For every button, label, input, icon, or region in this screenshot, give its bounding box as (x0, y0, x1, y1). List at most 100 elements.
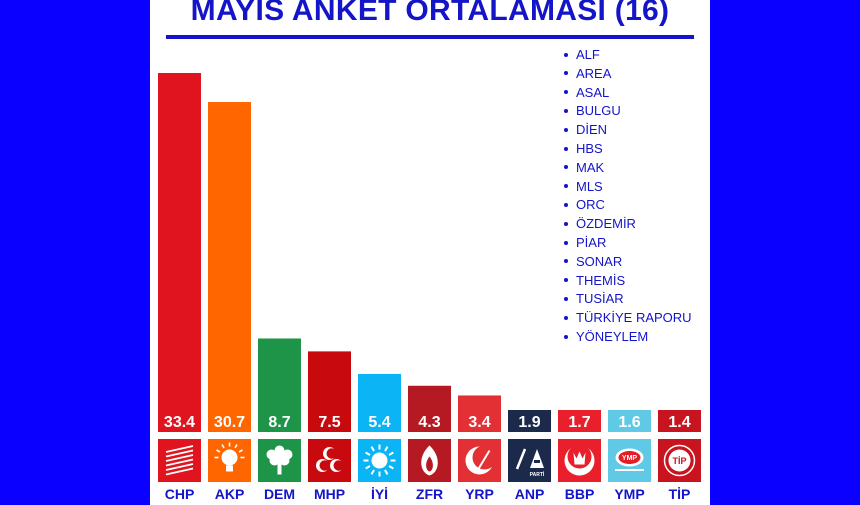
category-label: DEM (264, 486, 295, 502)
bullet-icon (564, 165, 568, 170)
bar-value-label: 1.6 (618, 414, 640, 431)
pollster-name: SONAR (576, 253, 623, 269)
bbp-tulip-crescent-icon (558, 439, 601, 482)
bar-bbp (558, 410, 601, 432)
category-label: BBP (565, 486, 595, 502)
pollster-item: AREA (564, 65, 692, 84)
pollster-item: PİAR (564, 234, 692, 253)
bar-chp (158, 73, 201, 432)
bar-ymp (608, 410, 651, 432)
bullet-icon (564, 334, 568, 339)
pollster-name: TUSİAR (576, 291, 624, 307)
bar-value-label: 3.4 (468, 414, 490, 431)
chart-title: MAYIS ANKET ORTALAMASI (16) (190, 0, 670, 27)
bar-value-label: 8.7 (268, 414, 290, 431)
akp-lightbulb-icon (208, 439, 251, 482)
category-label: YMP (614, 486, 644, 502)
pollster-item: THEMİS (564, 272, 692, 291)
pollster-name: ALF (576, 47, 600, 62)
pollster-name: MLS (576, 178, 603, 194)
pollster-name: ÖZDEMİR (576, 216, 636, 232)
pollster-item: TÜRKİYE RAPORU (564, 309, 692, 328)
bullet-icon (564, 278, 568, 283)
bullet-icon (564, 202, 568, 207)
category-label: AKP (215, 486, 245, 502)
yrp-crescent-wheat-icon (458, 439, 501, 482)
anp-pen-a-icon: PARTİ (508, 439, 551, 482)
logo-text: PARTİ (530, 471, 545, 478)
category-label: TİP (669, 486, 691, 502)
pollster-name: ORC (576, 197, 605, 213)
pollster-name: ASAL (576, 84, 610, 100)
chp-six-arrows-icon (158, 439, 201, 482)
bar-value-label: 5.4 (368, 414, 390, 431)
pollster-name: PİAR (576, 234, 607, 250)
category-label: CHP (165, 486, 195, 502)
pollster-item: ASAL (564, 84, 692, 103)
pollster-item: MAK (564, 159, 692, 178)
bar-value-label: 4.3 (418, 414, 440, 431)
bullet-icon (564, 71, 568, 76)
bar-ti̇p (658, 410, 701, 432)
bullet-icon (564, 127, 568, 132)
pollster-name: TÜRKİYE RAPORU (576, 310, 692, 326)
bar-value-label: 30.7 (214, 414, 245, 431)
pollster-name: BULGU (576, 103, 621, 119)
pollster-item: ORC (564, 196, 692, 215)
bar-zfr (408, 385, 451, 432)
pollster-name: MAK (576, 159, 605, 175)
bar-mhp (308, 351, 351, 432)
bullet-icon (564, 146, 568, 151)
pollster-item: HBS (564, 140, 692, 159)
bullet-icon (564, 108, 568, 113)
tip-circle-icon: TİP (658, 439, 701, 482)
bar-value-label: 33.4 (164, 414, 195, 431)
ymp-emblem-icon: YMP (608, 439, 651, 482)
category-label: YRP (465, 486, 494, 502)
bullet-icon (564, 259, 568, 264)
category-label: İYİ (371, 486, 388, 502)
logo-text: TİP (672, 456, 686, 466)
logo-text: YMP (622, 455, 638, 462)
bar-i̇yi̇ (358, 373, 401, 432)
bar-yrp (458, 395, 501, 432)
title-underline (166, 35, 694, 39)
bullet-icon (564, 90, 568, 95)
bar-value-label: 7.5 (318, 414, 340, 431)
pollster-item: BULGU (564, 102, 692, 121)
pollster-item: ÖZDEMİR (564, 215, 692, 234)
bullet-icon (564, 296, 568, 301)
bullet-icon (564, 184, 568, 189)
pollster-item: MLS (564, 178, 692, 197)
zfr-flame-icon (408, 439, 451, 482)
pollster-item: YÖNEYLEM (564, 328, 692, 347)
pollster-name: THEMİS (576, 272, 626, 288)
pollster-name: DİEN (576, 122, 608, 138)
pollster-item: ALF (564, 46, 692, 65)
category-label: ZFR (416, 486, 443, 502)
bar-dem (258, 338, 301, 432)
bar-chart: 33.4 CHP 30.7 AKP 8.7 DEM 7.5 MHP 5.4 İYİ 4.3 ZFR 3.… (158, 73, 701, 502)
bar-value-label: 1.9 (518, 414, 540, 431)
pollster-name: YÖNEYLEM (576, 328, 649, 344)
pollster-item: SONAR (564, 253, 692, 272)
chart-panel: MAYIS ANKET ORTALAMASI (16) 33.4 CHP 30.7 A… (150, 0, 710, 505)
mhp-three-crescents-icon (308, 439, 351, 482)
bullet-icon (564, 315, 568, 320)
bar-akp (208, 102, 251, 432)
iyi-sun-icon (358, 439, 401, 482)
pollster-item: TUSİAR (564, 290, 692, 309)
bullet-icon (564, 221, 568, 226)
bar-value-label: 1.4 (668, 414, 690, 431)
bullet-icon (564, 52, 568, 57)
pollster-list: ALF AREA ASAL BULGU DİEN HBS MAK MLS ORC ÖZDEMİR P… (564, 46, 692, 347)
bar-anp (508, 410, 551, 432)
bullet-icon (564, 240, 568, 245)
bar-value-label: 1.7 (568, 414, 590, 431)
dem-tree-icon (258, 439, 301, 482)
category-label: MHP (314, 486, 345, 502)
pollster-item: DİEN (564, 121, 692, 140)
pollster-name: HBS (576, 140, 603, 156)
pollster-name: AREA (576, 65, 612, 81)
category-label: ANP (515, 486, 545, 502)
